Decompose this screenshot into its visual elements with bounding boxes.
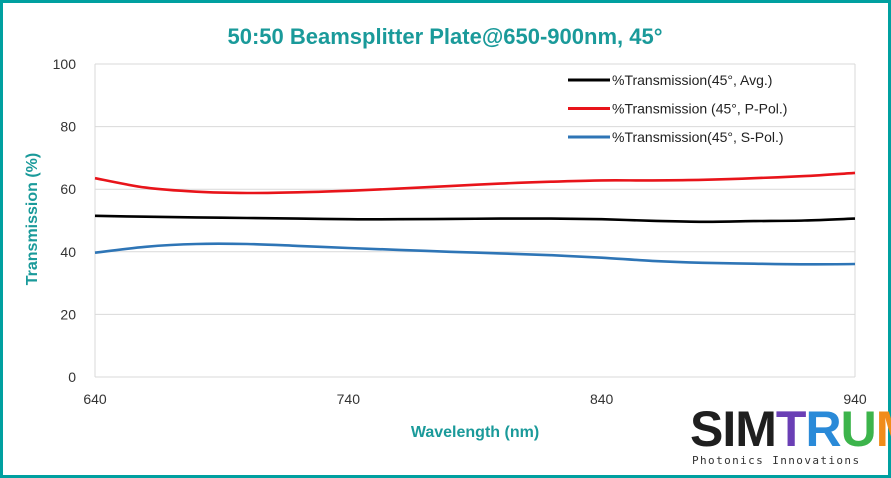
series-line-1 <box>94 214 856 224</box>
logo-letter-4: T <box>775 401 807 457</box>
x-axis-label: Wavelength (nm) <box>411 424 539 441</box>
logo-wordmark: SIMTRUM <box>690 401 891 457</box>
y-tick-label-80: 80 <box>60 119 76 135</box>
x-tick-labels: 640 740 840 940 <box>83 391 867 407</box>
x-tick-label-640: 640 <box>83 391 107 407</box>
series-line-3 <box>94 242 856 266</box>
y-tick-labels: 0 20 40 60 80 100 <box>53 56 77 385</box>
logo-letter-2: I <box>722 401 736 457</box>
logo-letter-5: R <box>805 401 841 457</box>
series-lines <box>94 171 856 266</box>
y-tick-label-20: 20 <box>60 306 76 322</box>
x-tick-label-940: 940 <box>843 391 867 407</box>
y-tick-label-40: 40 <box>60 244 76 260</box>
chart-title: 50:50 Beamsplitter Plate@650-900nm, 45° <box>227 24 662 49</box>
logo-letter-7: M <box>876 401 891 457</box>
y-tick-label-0: 0 <box>68 369 76 385</box>
x-tick-label-740: 740 <box>337 391 361 407</box>
logo-letter-1: S <box>690 401 723 457</box>
y-axis-label: Transmission (%) <box>24 153 41 285</box>
legend-label-1: %Transmission(45°, Avg.) <box>612 72 772 88</box>
simtrum-logo: SIMTRUM Photonics Innovations <box>690 401 891 470</box>
x-tick-label-840: 840 <box>590 391 614 407</box>
legend-label-3: %Transmission(45°, S-Pol.) <box>612 129 784 145</box>
logo-subtitle: Photonics Innovations <box>692 454 861 467</box>
y-tick-label-100: 100 <box>53 56 77 72</box>
legend: %Transmission(45°, Avg.) %Transmission (4… <box>568 72 787 145</box>
series-line-2 <box>94 171 856 195</box>
logo-letter-3: M <box>735 401 777 457</box>
y-tick-label-60: 60 <box>60 181 76 197</box>
legend-label-2: %Transmission (45°, P-Pol.) <box>612 101 787 117</box>
logo-letter-6: U <box>840 401 877 457</box>
